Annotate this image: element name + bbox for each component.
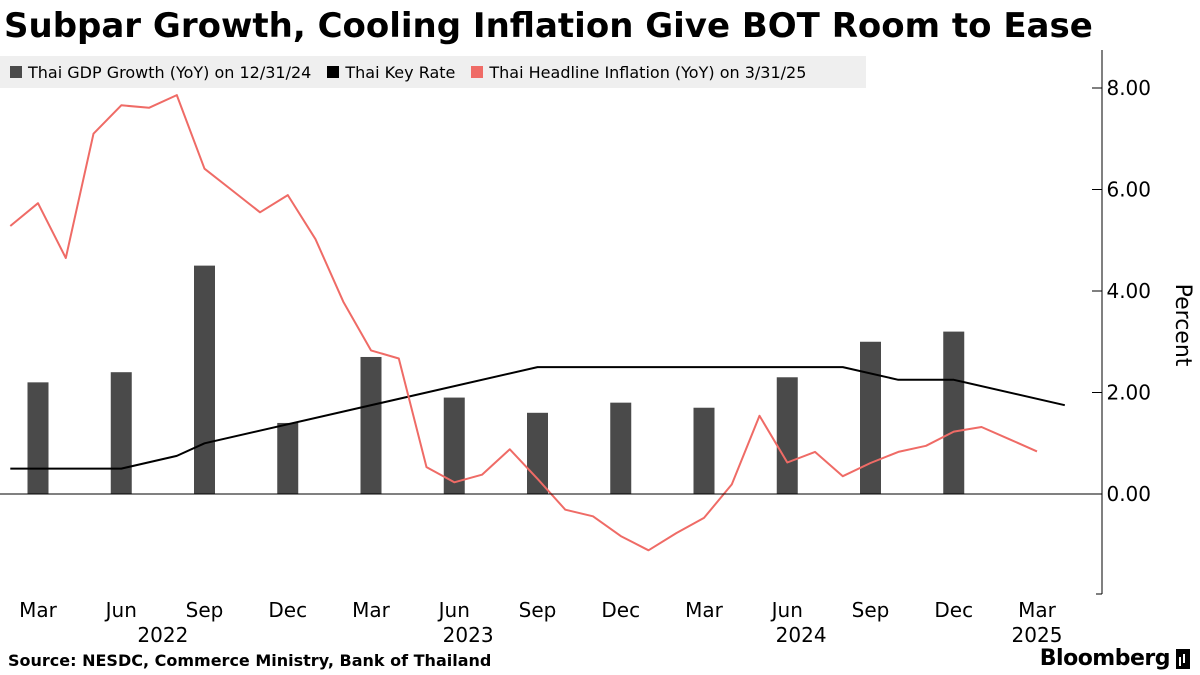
gdp-bar: [943, 331, 965, 494]
gdp-bar: [693, 407, 715, 494]
inflation-line: [9, 94, 1038, 552]
legend-item-key-rate: Thai Key Rate: [327, 63, 455, 82]
gdp-bar: [277, 422, 299, 494]
x-tick-label: Dec: [934, 598, 973, 622]
x-year-label: 2023: [443, 623, 494, 647]
gdp-bar: [610, 402, 632, 494]
gdp-bar: [110, 372, 132, 494]
gdp-bar: [776, 377, 798, 494]
gdp-bar: [860, 341, 881, 494]
x-tick-label: Dec: [268, 598, 307, 622]
x-tick-label: Sep: [186, 598, 224, 622]
x-tick-label: Dec: [601, 598, 640, 622]
bloomberg-terminal-icon: [1176, 648, 1190, 669]
x-year-label: 2025: [1012, 623, 1063, 647]
gdp-bar: [27, 382, 49, 494]
gdp-bar: [443, 397, 465, 494]
x-tick-label: Mar: [19, 598, 58, 622]
legend-item-gdp: Thai GDP Growth (YoY) on 12/31/24: [10, 63, 311, 82]
legend-label-key-rate: Thai Key Rate: [345, 62, 456, 82]
legend-swatch-gdp: [10, 66, 22, 78]
x-tick-label: Mar: [352, 598, 391, 622]
y-tick-label: 2.00: [1106, 381, 1151, 405]
x-tick-label: Jun: [770, 598, 803, 622]
source-note: Source: NESDC, Commerce Ministry, Bank o…: [8, 651, 492, 670]
key-rate-line: [10, 366, 1066, 470]
x-tick-label: Sep: [852, 598, 890, 622]
chart-title: Subpar Growth, Cooling Inflation Give BO…: [4, 6, 1093, 46]
gdp-bar: [527, 412, 548, 494]
y-tick-label: 4.00: [1106, 279, 1151, 303]
axes: 8.00 6.00 4.00 2.00 0.00 Mar Jun Sep Dec Mar Jun Se…: [0, 50, 1151, 647]
x-tick-label: Jun: [437, 598, 470, 622]
legend-swatch-inflation: [471, 66, 484, 78]
gdp-bar: [360, 356, 382, 494]
legend-item-inflation: Thai Headline Inflation (YoY) on 3/31/25: [471, 63, 806, 82]
bloomberg-logo: Bloomberg: [1040, 646, 1190, 671]
brand-name: Bloomberg: [1039, 646, 1171, 671]
legend-label-gdp: Thai GDP Growth (YoY) on 12/31/24: [28, 62, 312, 82]
y-axis-label: Percent: [1170, 284, 1195, 367]
legend-label-inflation: Thai Headline Inflation (YoY) on 3/31/25: [489, 62, 807, 82]
y-tick-label: 8.00: [1106, 76, 1151, 100]
y-tick-label: 0.00: [1106, 482, 1151, 506]
x-tick-label: Mar: [1018, 598, 1057, 622]
gdp-bar: [194, 265, 215, 494]
x-year-label: 2024: [776, 623, 827, 647]
series-lines: [9, 94, 1066, 552]
x-tick-label: Mar: [685, 598, 724, 622]
y-tick-label: 6.00: [1106, 178, 1151, 202]
x-year-label: 2022: [137, 623, 188, 647]
legend: Thai GDP Growth (YoY) on 12/31/24 Thai K…: [0, 56, 866, 88]
x-tick-label: Jun: [104, 598, 137, 622]
legend-swatch-key-rate: [327, 66, 340, 78]
x-tick-label: Sep: [519, 598, 557, 622]
